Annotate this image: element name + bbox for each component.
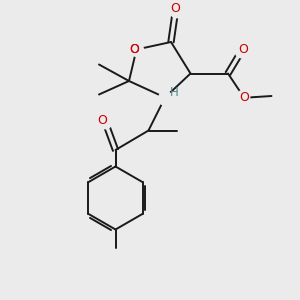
Text: O: O bbox=[97, 113, 107, 127]
Text: O: O bbox=[129, 43, 139, 56]
Text: O: O bbox=[238, 43, 248, 56]
Text: O: O bbox=[239, 91, 249, 104]
Text: O: O bbox=[171, 2, 180, 16]
Text: O: O bbox=[129, 43, 139, 56]
Text: H: H bbox=[169, 86, 178, 100]
